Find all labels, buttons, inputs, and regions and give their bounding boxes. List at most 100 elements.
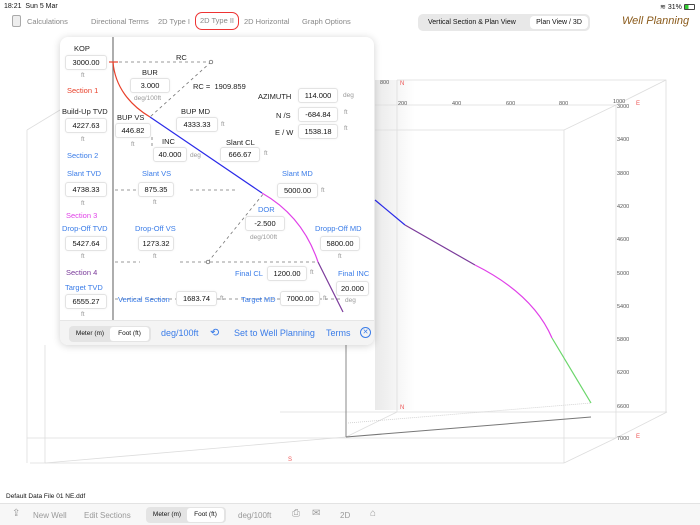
- slant-md-label: Slant MD: [282, 169, 313, 178]
- east-label: E: [636, 101, 641, 107]
- ns-label: N /S: [276, 111, 291, 120]
- bup-md-value[interactable]: 4333.33: [176, 117, 218, 132]
- bottom-unit-toggle: Meter (m) Foot (ft): [146, 507, 226, 523]
- battery-icon: [683, 4, 695, 11]
- nav-2d-type-i[interactable]: 2D Type I: [158, 17, 190, 26]
- slant-vs-value[interactable]: 875.35: [138, 182, 174, 197]
- nav-graph-options[interactable]: Graph Options: [302, 17, 351, 26]
- ns-value[interactable]: -684.84: [298, 107, 338, 122]
- buildup-tvd-label: Build-Up TVD: [62, 107, 108, 116]
- dor-label: DOR: [258, 205, 275, 214]
- z-tick: 6600: [617, 403, 630, 410]
- view-plan-3d[interactable]: Plan View / 3D: [530, 16, 588, 29]
- azimuth-input[interactable]: 114.000: [298, 88, 338, 103]
- ew-value[interactable]: 1538.18: [298, 124, 338, 139]
- slant-md-value[interactable]: 5000.00: [277, 183, 318, 198]
- popup-footer: Meter (m) Foot (ft) deg/100ft ⟲ Set to W…: [60, 320, 374, 345]
- north-label: N: [400, 81, 405, 87]
- bur-label: BUR: [142, 68, 158, 77]
- unit: ft: [264, 150, 268, 157]
- nav-2d-horizontal[interactable]: 2D Horizontal: [244, 17, 290, 26]
- bur-input[interactable]: 3.000: [130, 78, 170, 93]
- rc-label: RC: [176, 53, 187, 62]
- section-1-label: Section 1: [67, 86, 99, 95]
- rc-label: RC =: [193, 82, 211, 91]
- rate-unit-button[interactable]: deg/100ft: [238, 511, 272, 520]
- x-tick: 400: [452, 101, 462, 107]
- print-icon[interactable]: ⎙: [292, 508, 300, 519]
- slant-tvd-label: Slant TVD: [67, 169, 102, 178]
- wifi-icon: ≋: [660, 4, 666, 11]
- share-icon[interactable]: ⇪: [12, 508, 21, 519]
- new-well-button[interactable]: New Well: [33, 511, 67, 520]
- foot-option[interactable]: Foot (ft): [187, 508, 224, 522]
- set-to-well-planning-button[interactable]: Set to Well Planning: [234, 328, 315, 338]
- x-tick: 1000: [613, 99, 626, 105]
- dropoff-vs-label: Drop-Off VS: [135, 224, 176, 233]
- z-tick: 4200: [617, 203, 630, 210]
- hold-section-line: [317, 261, 344, 313]
- south-label: S: [288, 457, 293, 463]
- swap-icon[interactable]: ⟲: [210, 327, 220, 339]
- x-tick: 800: [559, 101, 569, 107]
- trajectory-hold: [404, 224, 476, 266]
- dropoff-tvd-value[interactable]: 5427.64: [65, 236, 107, 251]
- z-tick: 7000: [617, 436, 630, 442]
- final-cl-input[interactable]: 1200.00: [267, 266, 307, 281]
- z-tick: 4600: [617, 237, 630, 244]
- build-section-curve: [112, 61, 151, 118]
- section-2-label: Section 2: [67, 151, 99, 160]
- slant-tvd-value[interactable]: 4738.33: [65, 182, 107, 197]
- trajectory-target: [551, 337, 592, 404]
- trajectory-drop: [474, 264, 553, 339]
- trajectory-slant: [374, 199, 406, 226]
- target-md-label: Target MD: [241, 295, 276, 304]
- slant-cl-label: Slant CL: [226, 138, 255, 147]
- rc-value: 1909.859: [214, 82, 246, 91]
- z-tick: 3400: [617, 137, 630, 144]
- unit: ft: [81, 253, 85, 260]
- bottom-toolbar: ⇪ New Well Edit Sections Meter (m) Foot …: [0, 503, 700, 525]
- x-tick: 600: [506, 101, 516, 107]
- z-tick: 5400: [617, 303, 630, 310]
- bup-vs-value[interactable]: 446.82: [115, 123, 151, 138]
- close-icon[interactable]: ✕: [360, 327, 371, 338]
- 2d-button[interactable]: 2D: [340, 511, 351, 520]
- unit: ft: [221, 121, 225, 128]
- nav-2d-type-ii[interactable]: 2D Type II: [195, 12, 239, 30]
- plot-3d[interactable]: [0, 0, 700, 500]
- nav-directional-terms[interactable]: Directional Terms: [91, 17, 149, 26]
- east-label: E: [636, 434, 641, 440]
- meter-option[interactable]: Meter (m): [152, 511, 182, 518]
- buildup-tvd-value[interactable]: 4227.63: [65, 118, 107, 133]
- vertical-section-value[interactable]: 1683.74: [176, 291, 217, 306]
- dropoff-vs-value[interactable]: 1273.32: [138, 236, 174, 251]
- kop-input[interactable]: 3000.00: [65, 55, 107, 70]
- inc-input[interactable]: 40.000: [153, 147, 187, 162]
- z-tick: 3800: [617, 170, 630, 177]
- kop-label: KOP: [74, 44, 90, 53]
- final-inc-input[interactable]: 20.000: [336, 281, 369, 296]
- target-md-value[interactable]: 7000.00: [280, 291, 320, 306]
- meter-option[interactable]: Meter (m): [75, 330, 105, 337]
- target-tvd-value[interactable]: 6555.27: [65, 294, 107, 309]
- edit-sections-button[interactable]: Edit Sections: [84, 511, 131, 520]
- nav-calculations[interactable]: Calculations: [27, 17, 68, 26]
- terms-button[interactable]: Terms: [326, 328, 351, 338]
- bup-vs-label: BUP VS: [117, 113, 145, 122]
- unit: ft: [220, 295, 224, 302]
- dor-input[interactable]: -2.500: [245, 216, 285, 231]
- dropoff-md-value[interactable]: 5800.00: [320, 236, 360, 251]
- mail-icon[interactable]: ✉: [312, 508, 321, 519]
- foot-option[interactable]: Foot (ft): [110, 327, 149, 341]
- home-icon[interactable]: ⌂: [370, 508, 377, 519]
- inc-label: INC: [162, 137, 175, 146]
- view-toggle: Vertical Section & Plan View Plan View /…: [418, 14, 590, 31]
- z-tick: 5800: [617, 337, 630, 344]
- view-vertical-section-plan[interactable]: Vertical Section & Plan View: [428, 19, 516, 26]
- rate-unit-button[interactable]: deg/100ft: [161, 328, 199, 338]
- unit: deg: [343, 92, 354, 99]
- north-label: N: [400, 405, 405, 411]
- slant-cl-input[interactable]: 666.67: [220, 147, 260, 162]
- section-3-label: Section 3: [66, 211, 98, 220]
